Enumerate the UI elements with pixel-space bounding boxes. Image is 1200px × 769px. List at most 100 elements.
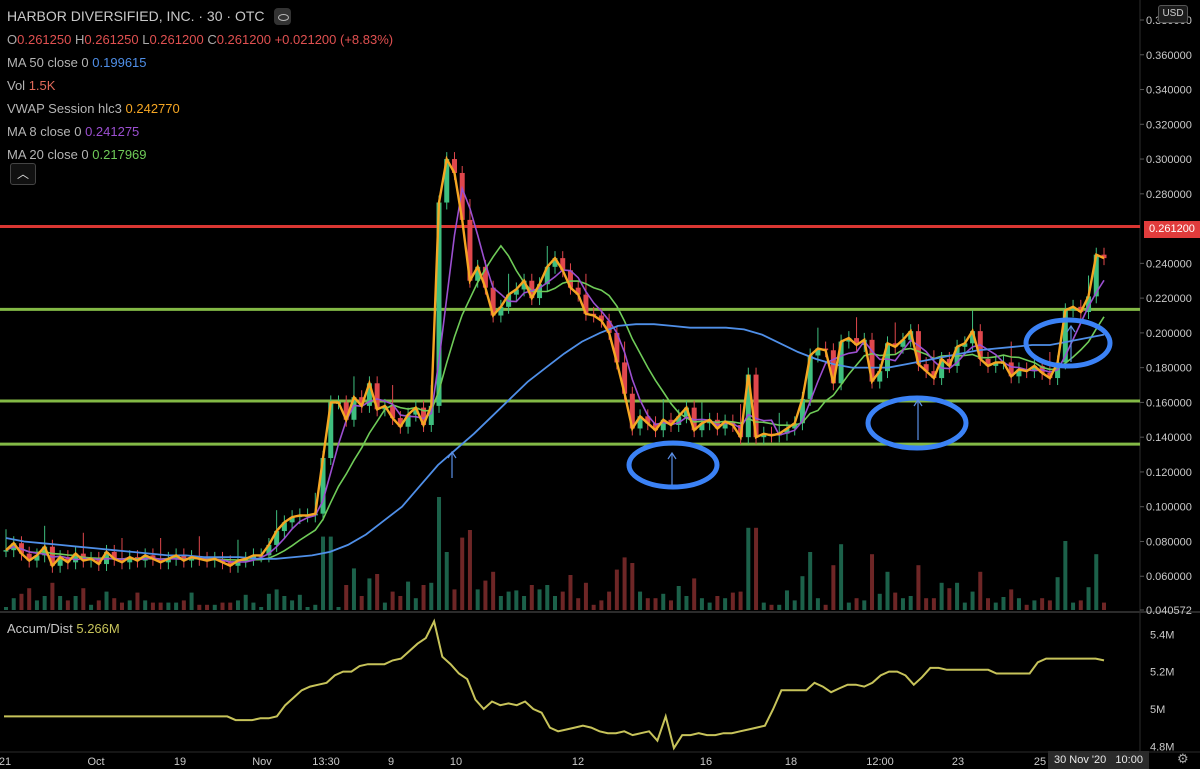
volume-bar <box>174 602 179 610</box>
annotations <box>447 317 1113 490</box>
indicator-ma50[interactable]: MA 50 close 0 0.199615 <box>7 55 147 70</box>
volume-bar <box>522 596 527 610</box>
candle-body <box>799 398 805 424</box>
candle-body <box>993 362 999 366</box>
volume-bar <box>475 589 480 610</box>
volume-bar <box>89 604 94 610</box>
volume-bar <box>344 585 349 610</box>
candle-body <box>127 557 133 563</box>
candle-body <box>830 350 836 384</box>
price-tick-label: 0.140000 <box>1146 432 1192 444</box>
volume-bar <box>784 590 789 610</box>
accum-dist-tick-label: 5M <box>1150 704 1165 716</box>
volume-bar <box>707 602 712 610</box>
candle-body <box>366 383 372 406</box>
candle-body <box>946 358 952 366</box>
candle-body <box>753 374 759 438</box>
volume-bar <box>583 582 588 610</box>
price-tick-label: 0.120000 <box>1146 467 1192 479</box>
candle-body <box>3 550 9 552</box>
candle-body <box>892 343 898 347</box>
price-tick-label: 0.060000 <box>1146 571 1192 583</box>
low-value: 0.261200 <box>149 32 204 47</box>
indicator-ma20[interactable]: MA 20 close 0 0.217969 <box>7 147 147 162</box>
candle-body <box>622 362 628 394</box>
accum-dist-label: Accum/Dist <box>7 621 73 636</box>
volume-bar <box>181 600 186 610</box>
time-tick-label: 16 <box>700 756 712 768</box>
volume-bar <box>274 589 279 610</box>
symbol-header: HARBOR DIVERSIFIED, INC. · 30 · OTC <box>7 5 393 28</box>
price-axis: 0.3800000.3600000.3400000.3200000.300000… <box>1140 15 1192 617</box>
volume-bar <box>839 544 844 610</box>
candle-body <box>614 332 620 363</box>
symbol-name: HARBOR DIVERSIFIED, INC. <box>7 8 195 24</box>
volume-bar <box>212 604 217 610</box>
volume-bar <box>336 607 341 610</box>
volume-bar <box>498 596 503 610</box>
volume-bar <box>676 586 681 610</box>
volume-bar <box>931 598 936 610</box>
indicator-vwap[interactable]: VWAP Session hlc3 0.242770 <box>7 101 180 116</box>
candle-body <box>482 266 488 288</box>
accum-dist-pane: 5.4M 5.2M 5M 4.8M <box>4 618 1174 753</box>
volume-bar <box>34 600 39 610</box>
volume-bar <box>1071 602 1076 610</box>
candle-body <box>645 416 651 424</box>
price-tick-label: 0.340000 <box>1146 85 1192 97</box>
time-tick-label: 9 <box>388 756 394 768</box>
candle-body <box>96 558 102 565</box>
volume-bar <box>661 593 666 610</box>
vwap-line <box>5 155 1105 569</box>
currency-badge[interactable]: USD <box>1158 5 1188 23</box>
candle-body <box>274 531 280 545</box>
candle-body <box>459 172 465 220</box>
candle-body <box>1093 254 1099 297</box>
candle-body <box>250 555 256 559</box>
candle-body <box>660 419 666 431</box>
candle-body <box>1016 369 1022 377</box>
indicator-ma8[interactable]: MA 8 close 0 0.241275 <box>7 124 140 139</box>
volume-bar <box>607 591 612 610</box>
volume-bar <box>127 600 132 610</box>
volume-bar <box>908 596 913 610</box>
candle-body <box>745 374 751 438</box>
candle-body <box>598 315 604 321</box>
volume-bar <box>437 497 442 610</box>
indicator-vol[interactable]: Vol 1.5K <box>7 78 56 93</box>
settings-gear-icon[interactable]: ⚙ <box>1177 751 1189 766</box>
volume-bar <box>1016 598 1021 610</box>
volume-bar <box>65 600 70 610</box>
volume-bar <box>723 598 728 610</box>
time-tick-label: 18 <box>785 756 797 768</box>
volume-bar <box>390 591 395 610</box>
volume-bar <box>135 592 140 610</box>
candle-body <box>637 416 643 429</box>
volume-bar <box>792 600 797 610</box>
candle-body <box>158 558 164 563</box>
collapse-legend-button[interactable]: ︿ <box>10 163 36 185</box>
candle-body <box>235 560 241 566</box>
price-tick-label: 0.280000 <box>1146 189 1192 201</box>
candle-body <box>668 419 674 426</box>
highlight-circle <box>865 395 969 451</box>
close-value: 0.261200 <box>216 32 271 47</box>
candle-body <box>142 555 148 561</box>
volume-bar <box>81 588 86 610</box>
eye-icon[interactable] <box>274 7 292 25</box>
volume-bar <box>854 598 859 610</box>
candle-body <box>281 522 287 532</box>
volume-bar <box>553 596 557 610</box>
candle-body <box>111 551 117 559</box>
volume-bar <box>970 591 975 610</box>
candle-body <box>436 202 442 406</box>
volume-bar <box>692 578 697 610</box>
arrow-head <box>447 450 457 459</box>
candle-body <box>877 371 883 382</box>
volume-bar <box>599 600 604 610</box>
volume-bar <box>893 592 898 610</box>
time-tick-label: 21 <box>0 756 11 768</box>
time-tick-label: 12:00 <box>866 756 894 768</box>
candle-body <box>962 343 968 347</box>
